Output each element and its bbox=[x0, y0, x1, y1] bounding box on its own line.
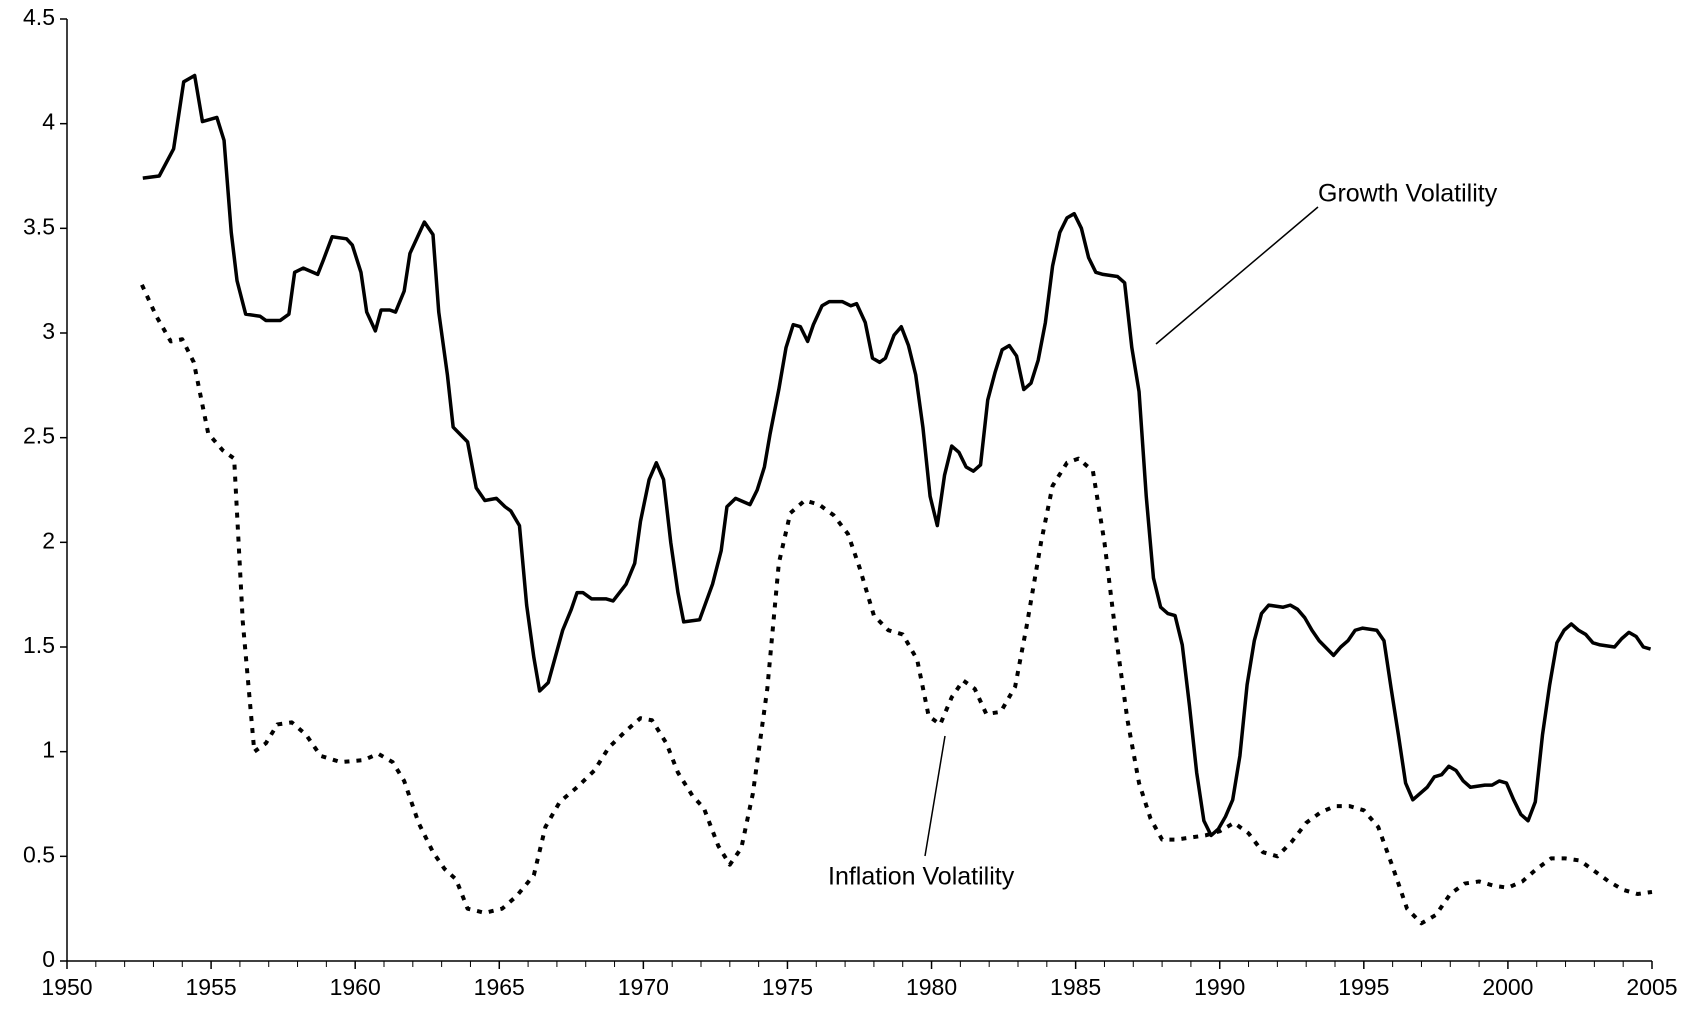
leader-line bbox=[1155, 206, 1319, 345]
annotation: Growth Volatility bbox=[1318, 180, 1498, 208]
leader-line bbox=[924, 735, 946, 857]
y-tick-label: 4.5 bbox=[23, 4, 55, 30]
x-tick-label: 1950 bbox=[41, 974, 92, 1000]
x-tick-label: 1980 bbox=[906, 974, 957, 1000]
y-tick-label: 0 bbox=[42, 946, 55, 972]
x-tick-label: 1965 bbox=[474, 974, 525, 1000]
y-tick-label: 2 bbox=[42, 527, 55, 553]
x-tick-label: 1960 bbox=[330, 974, 381, 1000]
x-tick-label: 1990 bbox=[1194, 974, 1245, 1000]
x-tick-label: 1985 bbox=[1050, 974, 1101, 1000]
y-tick-label: 3.5 bbox=[23, 213, 55, 239]
y-tick-label: 1 bbox=[42, 737, 55, 763]
x-tick-label: 2005 bbox=[1626, 974, 1677, 1000]
y-tick-label: 2.5 bbox=[23, 423, 55, 449]
y-tick-label: 1.5 bbox=[23, 632, 55, 658]
y-tick-label: 3 bbox=[42, 318, 55, 344]
x-tick-label: 1955 bbox=[186, 974, 237, 1000]
x-tick-label: 2000 bbox=[1482, 974, 1533, 1000]
y-tick-label: 0.5 bbox=[23, 841, 55, 867]
x-tick-label: 1995 bbox=[1338, 974, 1389, 1000]
x-tick-label: 1970 bbox=[618, 974, 669, 1000]
annotation: Inflation Volatility bbox=[828, 863, 1015, 891]
series-line bbox=[140, 284, 1653, 926]
y-tick-label: 4 bbox=[42, 109, 55, 135]
x-tick-label: 1975 bbox=[762, 974, 813, 1000]
series-line bbox=[142, 73, 1652, 838]
